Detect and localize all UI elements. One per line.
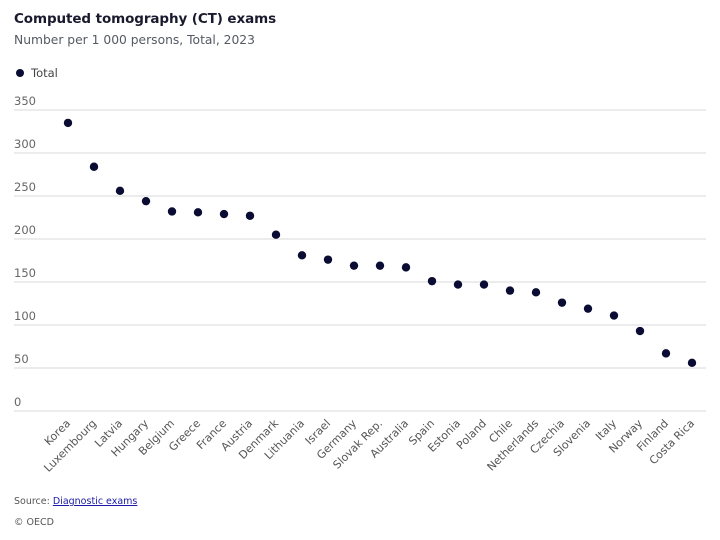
copyright: © OECD (14, 517, 54, 528)
legend: Total (16, 66, 58, 80)
chart-title: Computed tomography (CT) exams (14, 11, 277, 27)
data-point-denmark[interactable] (271, 230, 281, 239)
data-point-australia[interactable] (401, 263, 411, 272)
data-point-israel[interactable] (323, 255, 333, 264)
data-point-netherlands[interactable] (531, 288, 541, 297)
y-tick-label: 0 (14, 395, 21, 409)
data-point-belgium[interactable] (167, 207, 177, 216)
data-point-france[interactable] (219, 209, 229, 219)
data-point-austria[interactable] (245, 211, 255, 220)
data-points (63, 118, 697, 368)
y-tick-label: 200 (14, 223, 36, 237)
data-point-costa-rica[interactable] (687, 358, 697, 368)
source-link[interactable]: Diagnostic exams (52, 496, 138, 507)
data-point-greece[interactable] (193, 208, 203, 217)
data-point-poland[interactable] (479, 280, 489, 289)
data-point-italy[interactable] (609, 311, 619, 320)
source-note: Source: Diagnostic exams (14, 496, 137, 507)
data-point-slovak-rep[interactable] (375, 261, 385, 270)
y-tick-label: 250 (14, 180, 36, 194)
y-tick-label: 300 (14, 137, 36, 151)
y-tick-label: 150 (14, 266, 36, 280)
data-point-slovenia[interactable] (583, 304, 593, 313)
data-point-norway[interactable] (635, 326, 645, 336)
source-prefix: Source: (14, 496, 53, 507)
data-point-korea[interactable] (63, 118, 73, 128)
legend-label-total[interactable]: Total (31, 66, 58, 80)
y-tick-label: 350 (14, 94, 36, 108)
data-point-czechia[interactable] (557, 298, 567, 307)
x-axis-category-labels: KoreaLuxembourgLatviaHungaryBelgiumGreec… (41, 416, 697, 474)
legend-marker-icon (16, 69, 24, 77)
gridlines (14, 109, 706, 412)
chart-subtitle: Number per 1 000 persons, Total, 2023 (14, 33, 255, 47)
data-point-hungary[interactable] (141, 196, 151, 206)
y-tick-label: 50 (14, 352, 29, 366)
data-point-lithuania[interactable] (297, 251, 307, 260)
data-point-finland[interactable] (661, 349, 671, 358)
data-point-luxembourg[interactable] (89, 162, 99, 171)
data-point-latvia[interactable] (115, 186, 125, 196)
data-point-spain[interactable] (427, 276, 437, 286)
data-point-estonia[interactable] (453, 280, 463, 289)
data-point-germany[interactable] (349, 261, 359, 270)
x-category-label: Poland (454, 417, 489, 452)
y-axis-tick-labels: 0 50 100 150 200 250 300 350 (14, 94, 36, 409)
y-tick-label: 100 (14, 309, 36, 323)
data-point-chile[interactable] (505, 286, 515, 295)
